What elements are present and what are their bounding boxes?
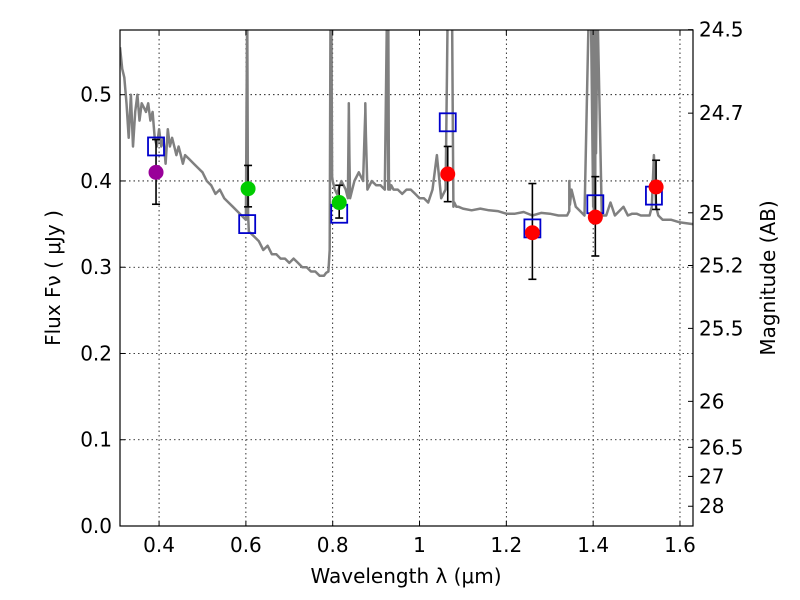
x-tick-label: 1.2 xyxy=(490,533,522,557)
observed-point xyxy=(331,195,347,211)
observed-point xyxy=(440,166,456,182)
right-tick-label: 25.2 xyxy=(699,253,744,277)
model-photometry-square xyxy=(147,136,165,157)
right-tick-label: 27 xyxy=(699,464,724,488)
x-tick-label: 1.6 xyxy=(664,533,696,557)
observed-point xyxy=(524,225,540,241)
y-tick-label: 0.4 xyxy=(80,169,112,193)
y-tick-label: 0.2 xyxy=(80,341,112,365)
grid xyxy=(120,30,693,526)
model-photometry-square xyxy=(438,112,457,133)
model-photometry-square xyxy=(238,214,257,234)
observed-point xyxy=(148,164,164,180)
right-tick-label: 24.5 xyxy=(699,18,744,42)
right-tick-label: 26 xyxy=(699,389,724,413)
model-spectrum xyxy=(120,30,693,278)
right-tick-label: 25 xyxy=(699,201,724,225)
y-tick-label: 0.3 xyxy=(80,255,112,279)
spectrum-line xyxy=(120,30,693,278)
right-tick-label: 25.5 xyxy=(699,316,744,340)
y-axis-right-label: Magnitude (AB) xyxy=(756,200,780,355)
right-tick-label: 24.7 xyxy=(699,101,744,125)
x-axis-label: Wavelength λ (μm) xyxy=(310,564,501,588)
observed-point xyxy=(587,209,603,225)
x-tick-label: 0.4 xyxy=(143,533,175,557)
y-tick-label: 0.1 xyxy=(80,428,112,452)
x-tick-label: 0.8 xyxy=(317,533,349,557)
observed-point xyxy=(240,181,256,197)
x-tick-label: 1 xyxy=(413,533,426,557)
y-tick-label: 0.0 xyxy=(80,514,112,538)
y-tick-label: 0.5 xyxy=(80,83,112,107)
right-tick-label: 28 xyxy=(699,494,724,518)
y-axis-label: Flux Fν ( μJy ) xyxy=(41,210,65,346)
x-tick-label: 1.4 xyxy=(577,533,609,557)
ticks: 0.4 0.6 0.8 1 1.2 1.4 1.6 0.0 0.1 0.2 0.3 0.4 0.5 24.… xyxy=(80,18,743,557)
observed-points xyxy=(148,164,664,241)
x-tick-label: 0.6 xyxy=(230,533,262,557)
right-tick-label: 26.5 xyxy=(699,435,744,459)
observed-point xyxy=(648,179,664,195)
plot-frame xyxy=(119,29,694,527)
